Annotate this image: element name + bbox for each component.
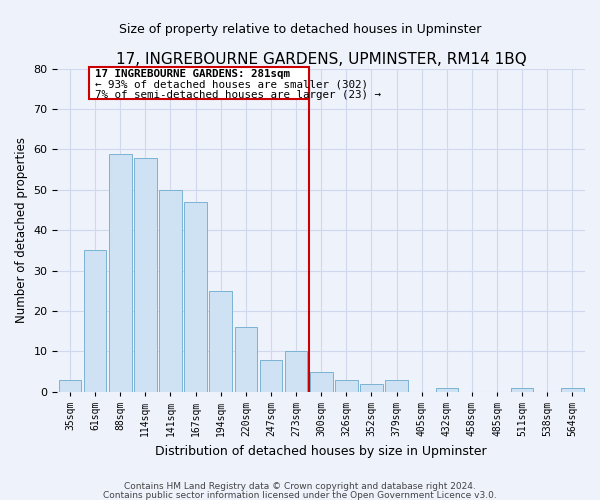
- Text: Contains public sector information licensed under the Open Government Licence v3: Contains public sector information licen…: [103, 490, 497, 500]
- Bar: [84, 250, 106, 392]
- Bar: [360, 384, 383, 392]
- Y-axis label: Number of detached properties: Number of detached properties: [15, 138, 28, 324]
- Bar: [285, 352, 307, 392]
- Bar: [109, 154, 131, 392]
- Text: Size of property relative to detached houses in Upminster: Size of property relative to detached ho…: [119, 24, 481, 36]
- Bar: [561, 388, 584, 392]
- Bar: [436, 388, 458, 392]
- Bar: [209, 291, 232, 392]
- Bar: [184, 202, 207, 392]
- FancyBboxPatch shape: [89, 66, 308, 99]
- Text: Contains HM Land Registry data © Crown copyright and database right 2024.: Contains HM Land Registry data © Crown c…: [124, 482, 476, 491]
- Bar: [235, 327, 257, 392]
- Bar: [385, 380, 408, 392]
- Bar: [134, 158, 157, 392]
- Bar: [310, 372, 332, 392]
- Text: ← 93% of detached houses are smaller (302): ← 93% of detached houses are smaller (30…: [95, 80, 368, 90]
- Text: 7% of semi-detached houses are larger (23) →: 7% of semi-detached houses are larger (2…: [95, 90, 381, 101]
- Bar: [511, 388, 533, 392]
- Bar: [260, 360, 282, 392]
- Bar: [335, 380, 358, 392]
- Text: 17 INGREBOURNE GARDENS: 281sqm: 17 INGREBOURNE GARDENS: 281sqm: [95, 68, 290, 78]
- Bar: [59, 380, 81, 392]
- Title: 17, INGREBOURNE GARDENS, UPMINSTER, RM14 1BQ: 17, INGREBOURNE GARDENS, UPMINSTER, RM14…: [116, 52, 527, 68]
- X-axis label: Distribution of detached houses by size in Upminster: Distribution of detached houses by size …: [155, 444, 487, 458]
- Bar: [159, 190, 182, 392]
